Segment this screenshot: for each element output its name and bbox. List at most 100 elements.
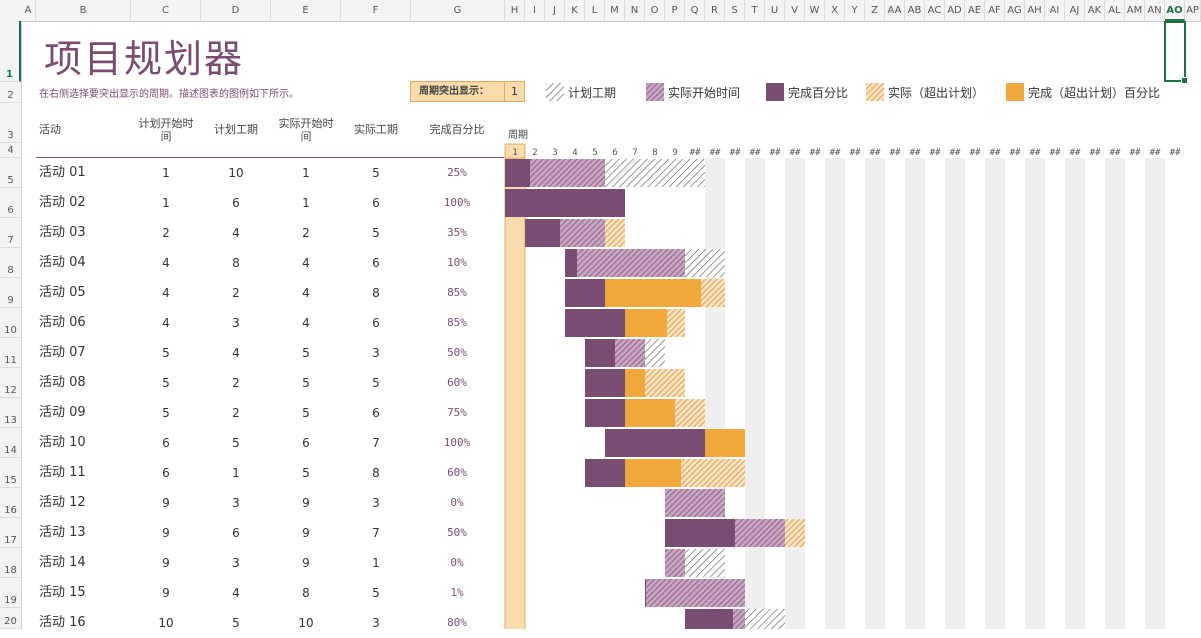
row-header-18[interactable]: 18 — [0, 548, 21, 578]
cell-percent[interactable]: 85% — [447, 316, 467, 329]
column-header-r[interactable]: R — [705, 0, 725, 21]
cell-actual-duration[interactable]: 8 — [372, 466, 380, 480]
row-header-14[interactable]: 14 — [0, 428, 21, 458]
cell-name[interactable]: 活动 03 — [39, 225, 86, 240]
cell-actual-duration[interactable]: 6 — [372, 406, 380, 420]
cell-actual-start[interactable]: 9 — [302, 556, 310, 570]
cell-plan-start[interactable]: 5 — [162, 406, 170, 420]
cell-actual-duration[interactable]: 3 — [372, 616, 380, 630]
cell-percent[interactable]: 100% — [443, 436, 471, 449]
row-header-15[interactable]: 15 — [0, 458, 21, 488]
row-header-17[interactable]: 17 — [0, 518, 21, 548]
cell-plan-duration[interactable]: 4 — [232, 346, 240, 360]
row-header-3[interactable]: 3 — [0, 103, 21, 143]
column-header-y[interactable]: Y — [845, 0, 865, 21]
cell-plan-duration[interactable]: 3 — [232, 316, 240, 330]
cell-plan-start[interactable]: 9 — [162, 556, 170, 570]
cell-actual-start[interactable]: 4 — [302, 256, 310, 270]
cell-percent[interactable]: 1% — [450, 586, 464, 599]
cell-percent[interactable]: 25% — [447, 166, 467, 179]
cell-percent[interactable]: 75% — [447, 406, 467, 419]
row-header-4[interactable]: 4 — [0, 143, 21, 158]
cell-actual-start[interactable]: 8 — [302, 586, 310, 600]
cell-name[interactable]: 活动 01 — [39, 165, 86, 180]
column-header-h[interactable]: H — [505, 0, 525, 21]
column-header-ag[interactable]: AG — [1005, 0, 1025, 21]
cell-actual-duration[interactable]: 7 — [372, 436, 380, 450]
column-header-ae[interactable]: AE — [965, 0, 985, 21]
cell-actual-duration[interactable]: 1 — [372, 556, 380, 570]
column-header-k[interactable]: K — [565, 0, 585, 21]
cell-name[interactable]: 活动 15 — [39, 585, 86, 600]
column-header-ac[interactable]: AC — [925, 0, 945, 21]
row-header-2[interactable]: 2 — [0, 82, 21, 103]
row-header-16[interactable]: 16 — [0, 488, 21, 518]
cell-actual-duration[interactable]: 3 — [372, 496, 380, 510]
cell-plan-start[interactable]: 1 — [162, 166, 170, 180]
cell-actual-start[interactable]: 5 — [302, 466, 310, 480]
cell-plan-start[interactable]: 10 — [158, 616, 174, 630]
column-header-p[interactable]: P — [665, 0, 685, 21]
cell-plan-duration[interactable]: 6 — [232, 526, 240, 540]
cell-plan-duration[interactable]: 2 — [232, 376, 240, 390]
fill-handle[interactable] — [1181, 77, 1188, 84]
cell-plan-duration[interactable]: 8 — [232, 256, 240, 270]
selected-cell[interactable] — [1164, 21, 1188, 84]
cell-actual-duration[interactable]: 6 — [372, 256, 380, 270]
cell-name[interactable]: 活动 06 — [39, 315, 86, 330]
cell-name[interactable]: 活动 11 — [39, 465, 86, 480]
cell-plan-start[interactable]: 9 — [162, 526, 170, 540]
column-header-c[interactable]: C — [131, 0, 201, 21]
cell-plan-duration[interactable]: 2 — [232, 286, 240, 300]
cell-name[interactable]: 活动 12 — [39, 495, 86, 510]
cell-plan-duration[interactable]: 4 — [232, 226, 240, 240]
row-header-13[interactable]: 13 — [0, 398, 21, 428]
row-header-6[interactable]: 6 — [0, 188, 21, 218]
cell-percent[interactable]: 80% — [447, 616, 467, 629]
cell-actual-duration[interactable]: 7 — [372, 526, 380, 540]
cell-name[interactable]: 活动 13 — [39, 525, 86, 540]
column-header-v[interactable]: V — [785, 0, 805, 21]
cell-actual-start[interactable]: 9 — [302, 526, 310, 540]
cell-plan-duration[interactable]: 5 — [232, 436, 240, 450]
row-header-12[interactable]: 12 — [0, 368, 21, 398]
column-header-w[interactable]: W — [805, 0, 825, 21]
column-header-b[interactable]: B — [36, 0, 131, 21]
cell-percent[interactable]: 0% — [450, 556, 464, 569]
column-header-af[interactable]: AF — [985, 0, 1005, 21]
row-header-19[interactable]: 19 — [0, 578, 21, 608]
column-header-q[interactable]: Q — [685, 0, 705, 21]
row-header-1[interactable]: 1 — [0, 21, 21, 82]
row-header-9[interactable]: 9 — [0, 278, 21, 308]
cell-actual-start[interactable]: 4 — [302, 316, 310, 330]
cell-plan-start[interactable]: 1 — [162, 196, 170, 210]
cell-plan-duration[interactable]: 2 — [232, 406, 240, 420]
cell-actual-start[interactable]: 5 — [302, 376, 310, 390]
cell-plan-duration[interactable]: 3 — [232, 496, 240, 510]
cell-actual-start[interactable]: 9 — [302, 496, 310, 510]
cell-plan-start[interactable]: 4 — [162, 256, 170, 270]
row-header-8[interactable]: 8 — [0, 248, 21, 278]
column-header-s[interactable]: S — [725, 0, 745, 21]
cell-name[interactable]: 活动 07 — [39, 345, 86, 360]
column-header-u[interactable]: U — [765, 0, 785, 21]
cell-actual-duration[interactable]: 5 — [372, 376, 380, 390]
column-header-t[interactable]: T — [745, 0, 765, 21]
column-header-z[interactable]: Z — [865, 0, 885, 21]
row-header-11[interactable]: 11 — [0, 338, 21, 368]
highlight-period-input[interactable]: 1 — [505, 81, 525, 102]
cell-plan-start[interactable]: 2 — [162, 226, 170, 240]
column-header-n[interactable]: N — [625, 0, 645, 21]
column-header-o[interactable]: O — [645, 0, 665, 21]
column-header-ao[interactable]: AO — [1165, 0, 1185, 21]
row-header-10[interactable]: 10 — [0, 308, 21, 338]
cell-name[interactable]: 活动 10 — [39, 435, 86, 450]
cell-plan-start[interactable]: 6 — [162, 466, 170, 480]
cell-percent[interactable]: 50% — [447, 346, 467, 359]
cell-plan-duration[interactable]: 5 — [232, 616, 240, 630]
cell-percent[interactable]: 10% — [447, 256, 467, 269]
cell-name[interactable]: 活动 09 — [39, 405, 86, 420]
cell-name[interactable]: 活动 05 — [39, 285, 86, 300]
cell-plan-duration[interactable]: 6 — [232, 196, 240, 210]
cell-name[interactable]: 活动 02 — [39, 195, 86, 210]
